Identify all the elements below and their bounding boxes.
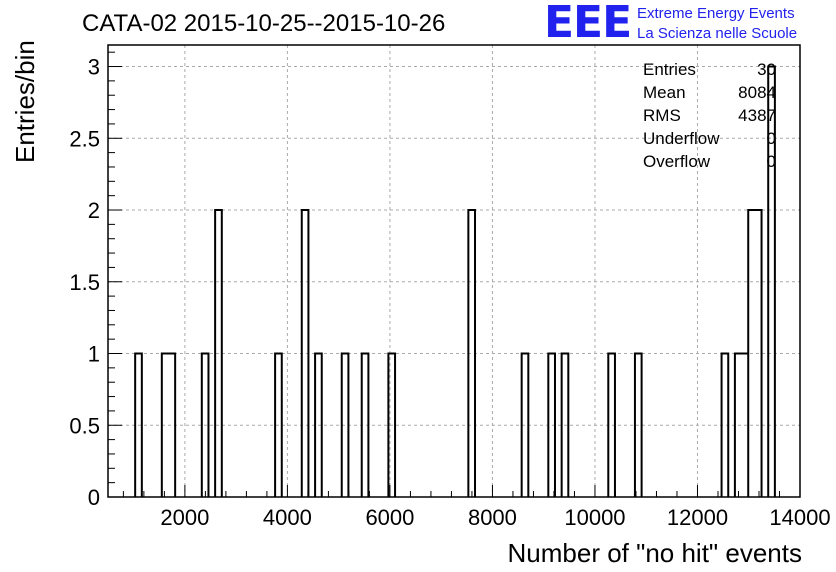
plot-frame — [107, 44, 801, 498]
x-tick-label: 4000 — [263, 505, 312, 530]
y-tick-label: 3 — [88, 55, 100, 80]
stat-value: 0 — [766, 129, 776, 148]
y-tick-label: 0.5 — [69, 413, 100, 438]
y-tick-label: 0 — [88, 485, 100, 510]
y-tick-label: 1 — [88, 342, 100, 367]
y-axis-label: Entries/bin — [10, 40, 40, 163]
stat-label: Overflow — [643, 152, 711, 171]
x-tick-label: 8000 — [468, 505, 517, 530]
stats-box: Entries 30 Mean 8084 RMS 4387 Underflow … — [640, 60, 780, 175]
x-axis-ticks: 2000 4000 6000 8000 10000 12000 14000 — [122, 485, 831, 530]
histogram-series — [134, 65, 776, 497]
chart-title: CATA-02 2015-10-25--2015-10-26 — [82, 10, 446, 37]
logo-line-2: La Scienza nelle Scuole — [637, 25, 798, 42]
x-tick-label: 10000 — [564, 505, 625, 530]
y-tick-label: 1.5 — [69, 270, 100, 295]
y-axis-ticks: 0 0.5 1 1.5 2 2.5 3 — [69, 51, 122, 510]
stat-label: Entries — [643, 60, 696, 79]
grid-lines — [108, 45, 801, 497]
stat-value: 8084 — [738, 83, 776, 102]
y-tick-label: 2.5 — [69, 126, 100, 151]
stat-row: Overflow 0 — [640, 152, 780, 175]
stat-value: 4387 — [738, 106, 776, 125]
x-tick-label: 6000 — [365, 505, 414, 530]
y-tick-label: 2 — [88, 198, 100, 223]
stat-label: Underflow — [643, 129, 720, 148]
stat-value: 30 — [757, 60, 776, 79]
eee-logo: EEE Extreme Energy Events La Scienza nel… — [544, 0, 834, 48]
x-tick-label: 14000 — [769, 505, 830, 530]
x-tick-label: 12000 — [667, 505, 728, 530]
stat-row: Underflow 0 — [640, 129, 780, 152]
x-tick-label: 2000 — [160, 505, 209, 530]
logo-mark: EEE — [544, 0, 632, 48]
stat-row: Mean 8084 — [640, 83, 780, 106]
logo-line-1: Extreme Energy Events — [637, 5, 795, 22]
histogram-outline — [134, 65, 776, 497]
stat-row: Entries 30 — [640, 60, 780, 83]
stat-row: RMS 4387 — [640, 106, 780, 129]
x-axis-label: Number of "no hit" events — [507, 538, 803, 568]
stat-label: Mean — [643, 83, 686, 102]
plot-border — [107, 44, 801, 498]
stat-label: RMS — [643, 106, 681, 125]
stat-value: 0 — [766, 152, 776, 171]
